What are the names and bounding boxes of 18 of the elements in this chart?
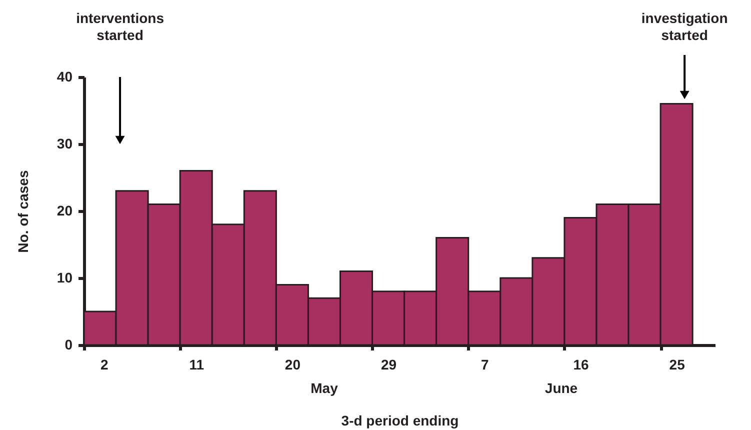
text: investigation started	[641, 10, 728, 43]
x-tick-label: 11	[189, 356, 204, 372]
x-tick-label: 16	[573, 356, 589, 372]
y-tick-label: 40	[56, 68, 73, 84]
text: May	[310, 380, 338, 396]
x-tick-label: 25	[669, 356, 686, 372]
y-tick-label: 30	[56, 136, 73, 152]
text: interventions started	[76, 10, 164, 43]
x-axis-title: 3-d period ending	[341, 412, 459, 428]
x-tick-label: 20	[284, 356, 301, 372]
x-tick-label: 7	[480, 356, 489, 372]
y-tick-label: 10	[56, 270, 73, 286]
y-tick-label: 0	[64, 336, 73, 352]
x-tick-label: 29	[381, 356, 397, 372]
x-tick-label: 2	[100, 356, 109, 372]
text: June	[544, 380, 578, 396]
y-axis-title: No. of cases	[14, 170, 31, 253]
y-tick-label: 20	[56, 202, 73, 218]
